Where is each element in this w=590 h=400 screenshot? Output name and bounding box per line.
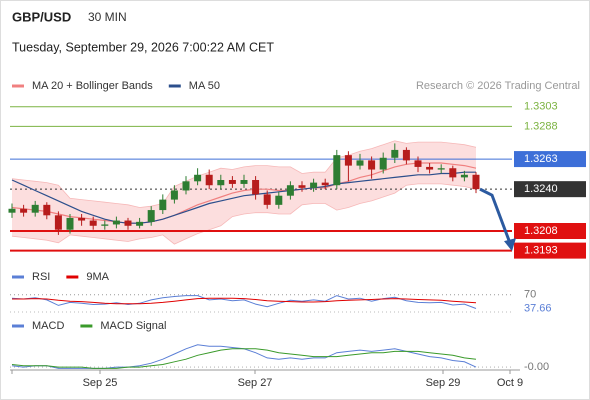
candle-body [356, 160, 364, 166]
candle-body [379, 157, 387, 170]
legend-label: MACD Signal [100, 320, 166, 332]
datetime: Tuesday, September 29, 2026 7:00:22 AM C… [12, 40, 274, 54]
candle-body [449, 168, 457, 178]
rsi-value-label: 37.66 [524, 302, 552, 314]
credit: Research © 2026 Trading Central [416, 80, 580, 92]
candle-body [228, 180, 236, 184]
level-box [514, 181, 586, 198]
forecast-arrowhead [504, 238, 516, 252]
candle-body [43, 204, 51, 216]
candle-body [298, 185, 306, 188]
legend-label: RSI [32, 271, 50, 283]
band-upper [11, 140, 477, 208]
candle-body [263, 194, 271, 205]
x-label: Sep 27 [238, 377, 273, 389]
candle-body [66, 217, 74, 230]
candle-body [252, 180, 260, 195]
x-ticks [11, 370, 511, 374]
level-box [514, 223, 586, 239]
candle-body [414, 160, 422, 167]
level-label: 1.3240 [524, 183, 558, 195]
candle-body [136, 221, 144, 226]
candle-body [182, 181, 190, 191]
x-label: Sep 29 [426, 377, 461, 389]
candle-body [147, 210, 155, 222]
candle-body [472, 174, 480, 190]
candle-body [205, 174, 213, 186]
legend-label: MA 20 + Bollinger Bands [32, 80, 153, 92]
candle-body [402, 149, 410, 161]
legend-label: 9MA [86, 271, 109, 283]
level-label: 1.3263 [524, 153, 558, 165]
y-tick-label: 70 [524, 289, 536, 301]
x-label: Oct 9 [497, 377, 523, 389]
candle-body [333, 155, 341, 186]
candle-body [89, 220, 97, 226]
candle-body [194, 174, 202, 182]
candle-body [460, 174, 468, 178]
x-label: Sep 25 [83, 377, 118, 389]
indicator-line [12, 297, 477, 305]
candle-body [240, 180, 248, 184]
level-label: 1.3288 [524, 120, 558, 132]
candle-body [159, 199, 167, 211]
candle-body [391, 149, 399, 158]
candle-body [344, 155, 352, 166]
level-label: 1.3303 [524, 101, 558, 113]
candle-body [286, 185, 294, 196]
interval: 30 MIN [88, 10, 127, 24]
candle-body [8, 208, 16, 213]
candle-body [426, 166, 434, 170]
indicator-line [11, 348, 477, 369]
ma-line [11, 162, 477, 224]
y-tick-label: -0.00 [524, 361, 549, 373]
candle-body [170, 190, 178, 200]
candle-body [368, 160, 376, 170]
candle-body [101, 224, 109, 226]
candle-body [310, 182, 318, 188]
forecast-arrow [479, 187, 512, 244]
candle-body [54, 215, 62, 230]
level-box [514, 242, 586, 259]
legend-label: MA 50 [189, 80, 220, 92]
band-lower [11, 183, 477, 245]
level-label: 1.3193 [524, 245, 558, 257]
candle-body [217, 180, 225, 186]
candle-body [112, 220, 120, 225]
level-box [514, 151, 586, 168]
candle-body [321, 182, 329, 186]
candle-body [275, 195, 283, 205]
ma-line [11, 171, 476, 224]
candle-body [78, 217, 86, 221]
candle-body [20, 208, 28, 213]
candle-body [124, 220, 132, 226]
legend-label: MACD [32, 320, 64, 332]
candle-body [31, 204, 39, 213]
level-label: 1.3208 [524, 225, 558, 237]
candle-body [437, 168, 445, 170]
symbol: GBP/USD [12, 9, 71, 24]
